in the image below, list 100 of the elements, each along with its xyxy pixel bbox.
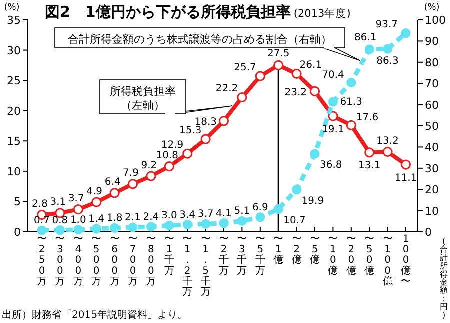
point <box>146 171 156 182</box>
x-tick-label: 〜250万 <box>37 234 47 288</box>
y-tick-label: 15 <box>7 135 21 148</box>
x-tick-label: 〜600万 <box>110 234 120 288</box>
text: 出所）財務省「2015年説明資料」より。 <box>2 309 188 321</box>
point <box>364 148 375 158</box>
data-label: 10.8 <box>156 150 179 162</box>
data-label: 36.8 <box>320 160 342 171</box>
data-label: 61.3 <box>340 97 362 108</box>
data-label: 27.5 <box>267 48 290 60</box>
point <box>256 212 266 222</box>
text: (合計所得金額：円) <box>440 237 448 320</box>
x-tick-label: 〜1.5千万 <box>200 234 211 298</box>
point <box>201 219 211 229</box>
point <box>328 111 338 122</box>
data-label: 17.6 <box>356 112 379 124</box>
data-label: 9.2 <box>141 160 158 172</box>
data-label: 3.0 <box>161 210 178 222</box>
point <box>274 60 284 70</box>
point <box>274 204 284 214</box>
data-label: 6.9 <box>252 202 268 214</box>
point <box>218 116 230 126</box>
point <box>346 120 356 130</box>
data-label: 5.1 <box>234 206 250 218</box>
x-tick-label: 〜2億 <box>292 234 302 266</box>
data-label: 70.4 <box>322 70 344 81</box>
y2-tick-label: 100 <box>425 14 446 27</box>
data-label: 93.7 <box>376 19 398 30</box>
y2-tick-label: 70 <box>425 78 439 91</box>
point <box>37 226 47 236</box>
data-label: 1.0 <box>70 214 86 226</box>
x-tick-label: 〜5億 <box>310 234 320 266</box>
data-label: 4.9 <box>86 186 103 198</box>
data-label: 19.9 <box>302 196 324 207</box>
x-tick-label: 〜10億 <box>328 234 338 277</box>
data-label: 0.8 <box>52 215 68 226</box>
data-label: 2.4 <box>143 212 160 223</box>
point <box>310 149 320 159</box>
data-label: 86.1 <box>354 32 377 44</box>
data-label: 19.1 <box>322 124 344 136</box>
point <box>182 148 193 159</box>
text: 所得税負担率（左軸） <box>110 85 176 112</box>
point <box>110 188 120 198</box>
point <box>237 216 247 226</box>
y-tick-label: 0 <box>14 226 21 239</box>
x-tick-label: 〜5千万 <box>255 234 266 277</box>
x-tick-label: 〜500万 <box>92 234 102 288</box>
data-label: 86.3 <box>376 56 399 68</box>
data-label: 1.8 <box>106 213 123 224</box>
x-tick-label: 〜400万 <box>73 234 84 288</box>
point <box>328 97 338 107</box>
data-label: 3.7 <box>68 194 84 205</box>
data-label: 11.1 <box>394 172 418 184</box>
point <box>110 223 120 233</box>
point <box>128 222 138 232</box>
point <box>255 71 266 82</box>
x-tick-label: 〜1億 <box>274 234 284 266</box>
data-label: 7.9 <box>123 168 139 180</box>
x-tick-label: 100億〜 <box>401 234 411 288</box>
point <box>164 220 174 230</box>
x-tick-label: 〜3千万 <box>237 234 248 277</box>
data-label: 0.7 <box>34 216 50 227</box>
chart-subtitle: (2013年度) <box>294 7 351 20</box>
point <box>346 78 356 88</box>
data-label: 3.1 <box>50 197 66 208</box>
data-label: 13.1 <box>358 160 381 172</box>
point <box>401 28 411 38</box>
point <box>383 44 393 54</box>
data-label: 22.2 <box>216 84 238 95</box>
data-label: 4.1 <box>216 208 232 220</box>
point <box>92 197 102 208</box>
y-tick-label: 10 <box>7 165 21 178</box>
x-tick-label: 〜50億 <box>364 234 375 277</box>
x-tick-label: 〜800万 <box>146 234 156 288</box>
y2-axis-title: (%) <box>424 3 440 13</box>
point <box>128 179 138 190</box>
point <box>292 68 302 79</box>
y-tick-label: 20 <box>7 104 21 118</box>
data-label: 26.1 <box>300 60 322 71</box>
y-axis-title: (%) <box>4 3 20 13</box>
data-label: 3.7 <box>198 209 214 220</box>
x-tick-label: 〜100億 <box>382 234 393 288</box>
data-label: 15.3 <box>180 125 202 136</box>
data-label: 23.2 <box>284 87 307 98</box>
chart-title: 図2 1億円から下がる所得税負担率 <box>45 3 291 21</box>
point <box>74 225 84 235</box>
x-tick-label: 〜20億 <box>346 234 356 277</box>
y2-tick-label: 30 <box>425 162 439 176</box>
point <box>92 224 102 234</box>
point <box>73 204 84 215</box>
x-tick-label: 〜300万 <box>55 234 66 288</box>
y-tick-label: 25 <box>7 74 21 88</box>
data-label: 12.9 <box>161 140 184 151</box>
point <box>310 86 320 97</box>
y2-tick-label: 80 <box>425 56 439 70</box>
data-label: 2.1 <box>125 212 141 224</box>
point <box>382 146 393 158</box>
y2-tick-label: 50 <box>425 120 439 133</box>
y-tick-label: 30 <box>7 44 21 58</box>
point <box>219 218 229 228</box>
